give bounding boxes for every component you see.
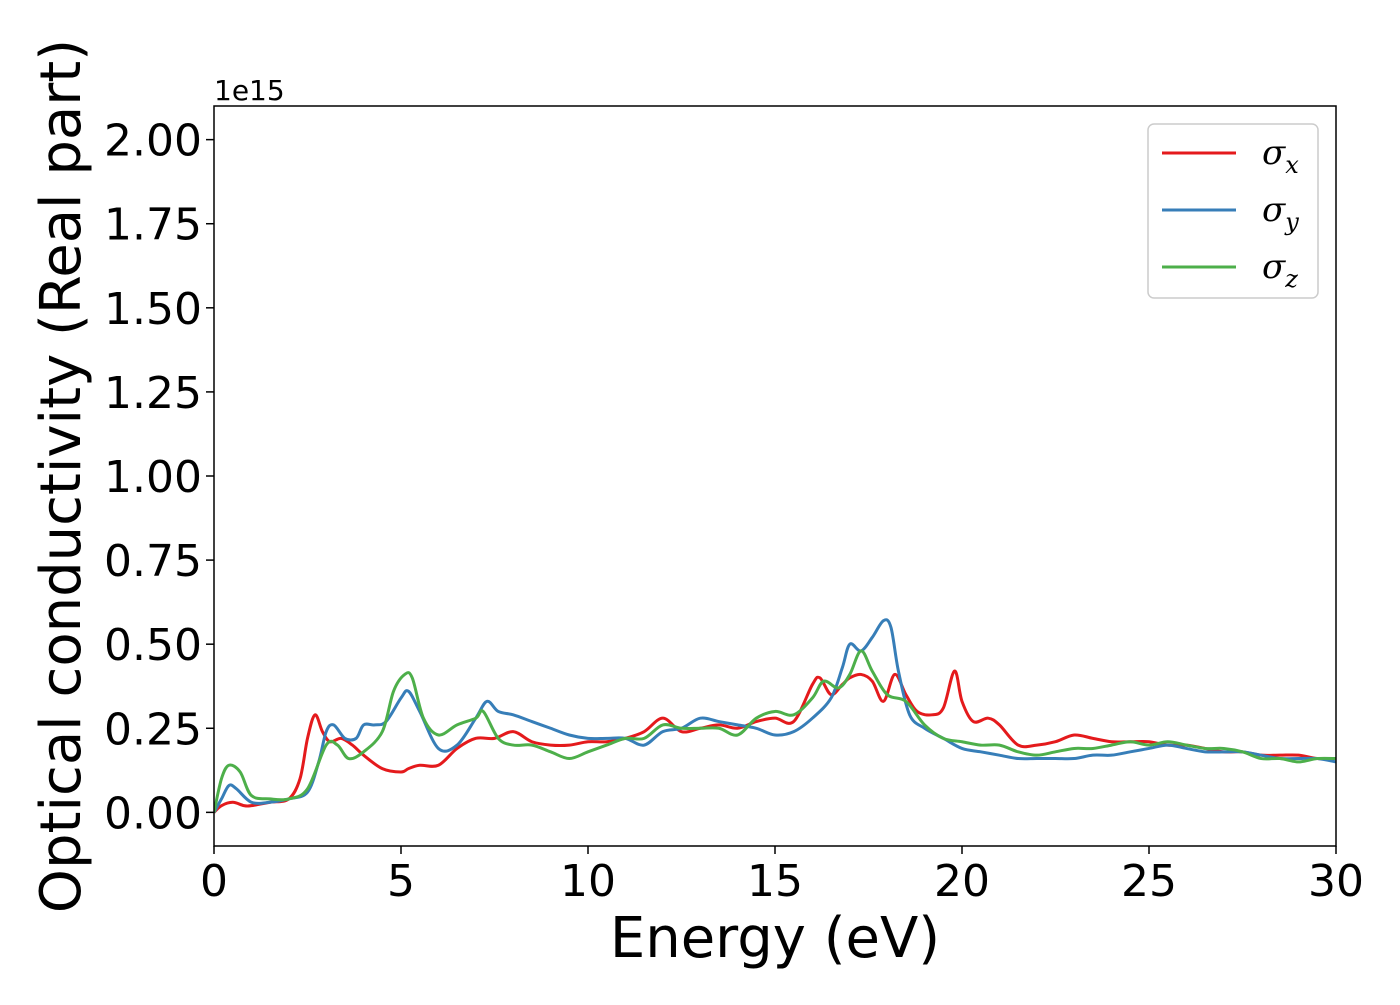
legend-label: σx	[1262, 133, 1299, 179]
y-axis-title: Optical conductivity (Real part)	[29, 39, 94, 913]
y-tick-label: 1.00	[104, 452, 202, 503]
y-tick-label: 1.75	[104, 200, 202, 251]
y-tick-label: 2.00	[104, 116, 202, 167]
series-line-z	[214, 649, 1336, 813]
series-layer	[214, 618, 1336, 814]
legend-label-symbol: σ	[1262, 190, 1286, 230]
x-tick-label: 5	[387, 856, 415, 907]
x-tick-label: 30	[1308, 856, 1364, 907]
y-offset-label: 1e15	[214, 74, 285, 107]
legend-label-symbol: σ	[1262, 133, 1286, 173]
series-line-y	[214, 618, 1336, 814]
legend-label-subscript: z	[1284, 265, 1298, 293]
x-tick-label: 0	[200, 856, 228, 907]
x-tick-label: 20	[934, 856, 990, 907]
y-axis: 0.00 0.25 0.50 0.75 1.00 1.25 1.50 1.75 2.00	[104, 116, 214, 839]
legend-label-subscript: y	[1284, 208, 1299, 236]
legend-label: σy	[1262, 190, 1299, 236]
y-tick-label: 0.50	[104, 620, 202, 671]
x-tick-label: 10	[560, 856, 616, 907]
legend-label: σz	[1262, 247, 1298, 293]
x-axis-title: Energy (eV)	[610, 906, 940, 971]
legend-label-symbol: σ	[1262, 247, 1286, 287]
y-tick-label: 0.00	[104, 788, 202, 839]
x-tick-label: 15	[747, 856, 803, 907]
y-tick-label: 1.50	[104, 284, 202, 335]
y-tick-label: 1.25	[104, 368, 202, 419]
y-tick-label: 0.75	[104, 536, 202, 587]
y-tick-label: 0.25	[104, 704, 202, 755]
x-tick-label: 25	[1121, 856, 1177, 907]
x-axis: 0 5 10 15 20 25 30	[200, 846, 1364, 907]
legend-label-subscript: x	[1285, 151, 1299, 179]
